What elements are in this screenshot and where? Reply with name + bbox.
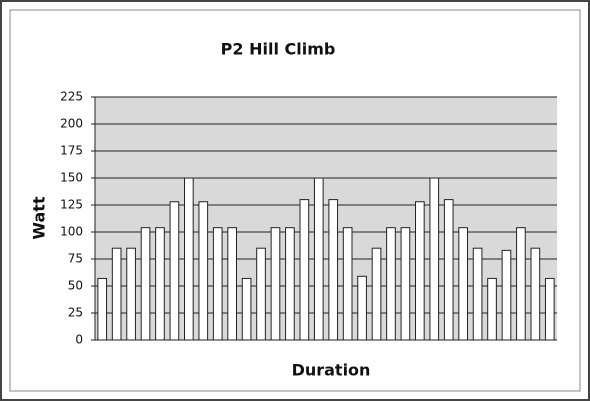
bar [140,227,151,341]
y-tick-label: 125 [60,198,83,212]
bar [155,227,165,341]
bar [285,227,295,341]
y-tick-label: 175 [60,144,83,158]
bar [212,227,223,341]
bar [458,227,468,341]
bar [386,227,396,341]
bar [313,177,324,341]
bar [371,247,382,341]
bar [97,277,108,341]
bar [256,247,266,341]
y-axis-title: Watt [30,196,49,240]
bar [241,277,252,341]
y-tick-label: 100 [60,225,83,239]
bar [487,277,497,341]
y-tick-label: 225 [60,90,83,104]
y-tick-label: 25 [68,306,83,320]
bar [111,247,122,341]
bar [501,249,512,341]
bar [227,227,237,341]
bar [530,247,541,341]
bar [126,247,136,341]
chart-title: P2 Hill Climb [221,40,336,59]
bar [169,201,180,341]
bar [184,177,194,341]
y-tick-label: 0 [75,333,83,347]
x-axis-title: Duration [292,361,371,380]
bar [357,275,367,341]
bar [342,227,353,341]
bar [198,201,209,341]
bar [415,201,425,341]
bar [516,227,526,341]
y-tick-label: 200 [60,117,83,131]
bar [472,247,483,341]
y-tick-label: 75 [68,252,83,266]
bar [400,227,411,341]
y-tick-label: 50 [68,279,83,293]
bar [544,277,555,341]
bar [270,227,281,341]
bar [443,199,454,341]
bar [299,199,310,341]
bar [328,199,339,341]
y-tick-label: 150 [60,171,83,185]
bar [429,177,440,341]
